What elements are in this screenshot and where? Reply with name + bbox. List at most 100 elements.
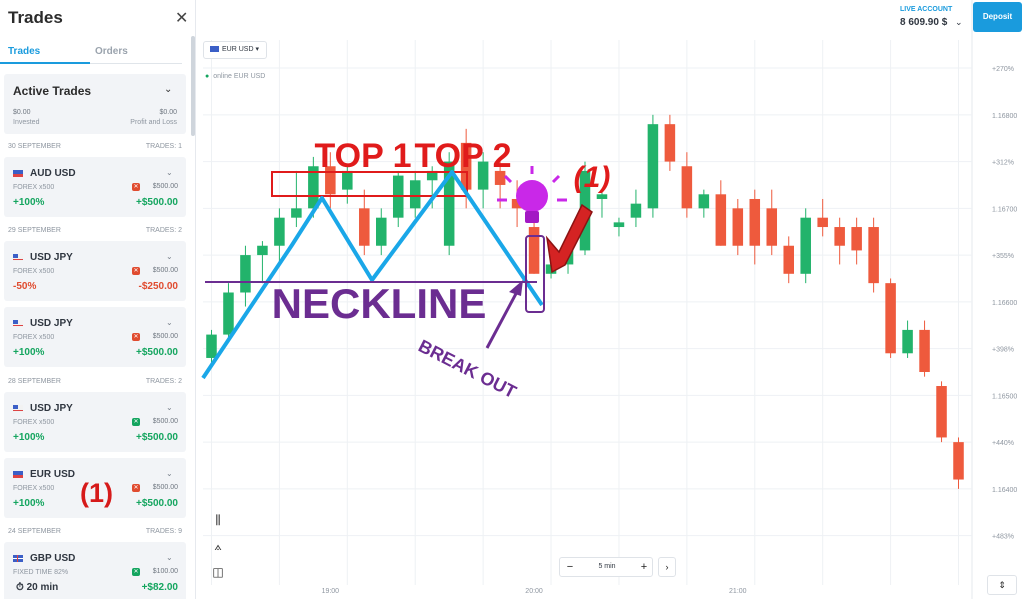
trade-pair: USD JPY — [30, 403, 73, 414]
chart-area[interactable]: +270% 1.16800 +312% 1.16700 +355% 1.16600 +398… — [197, 0, 1024, 599]
trade-percent: +100% — [13, 432, 45, 443]
candle — [477, 152, 489, 209]
annotation-mark-chart: (1) — [574, 161, 611, 194]
gb-us-flag-icon — [13, 555, 23, 562]
trade-type: FOREX x500 — [13, 419, 55, 426]
candle-body — [359, 208, 370, 246]
tab-active-indicator — [0, 62, 90, 64]
candle-body — [511, 198, 523, 209]
active-trades-card[interactable]: Active Trades ⌄ $0.00 Invested $0.00 Pro… — [4, 74, 186, 134]
price-tick-label: +355% — [992, 253, 1014, 260]
us-jp-flag-icon — [13, 405, 23, 412]
candle — [308, 156, 319, 218]
candle-body — [223, 292, 234, 335]
top1-label: TOP 1 — [314, 137, 411, 175]
candle-body — [409, 180, 421, 209]
chevron-down-icon[interactable]: ⌄ — [166, 252, 173, 261]
candle-body — [715, 194, 727, 246]
candle — [325, 152, 336, 209]
candle-body — [477, 161, 489, 190]
trade-amount: $500.00 — [152, 267, 178, 274]
trade-pair: USD JPY — [30, 252, 73, 263]
section-date: 28 SEPTEMBER — [8, 378, 61, 385]
breakout-arrow-head — [509, 280, 523, 296]
direction-badge: ✕ — [132, 484, 140, 492]
asset-label: EUR USD — [222, 46, 254, 53]
timeframe-value[interactable]: 5 min — [598, 563, 616, 570]
price-chart[interactable]: +270% 1.16800 +312% 1.16700 +355% 1.16600 +398… — [197, 0, 1024, 599]
chevron-down-icon[interactable]: ⌄ — [166, 469, 173, 478]
candle-body — [766, 208, 778, 246]
chevron-down-icon[interactable]: ⌄ — [164, 84, 173, 95]
account-type-label[interactable]: LIVE ACCOUNT — [900, 6, 953, 13]
price-tick-label: +483% — [992, 534, 1014, 541]
trade-percent: +100% — [13, 498, 45, 509]
candle-body — [443, 161, 455, 246]
section-date: 30 SEPTEMBER — [8, 143, 61, 150]
time-axis: 19:00 20:00 21:00 — [322, 588, 747, 595]
candle-body — [376, 217, 387, 246]
candle-body — [240, 255, 251, 293]
section-date: 29 SEPTEMBER — [8, 227, 61, 234]
axis-scale-icon[interactable]: ⇕ — [987, 575, 1017, 595]
trade-type: FOREX x500 — [13, 184, 55, 191]
candle-body — [749, 198, 761, 246]
asset-selector[interactable]: EUR USD ▾ — [203, 41, 267, 59]
chevron-down-icon[interactable]: ⌄ — [166, 403, 173, 412]
candle — [885, 278, 896, 358]
trade-card[interactable]: GBP USD ⌄ FIXED TIME 82% ✕ $100.00 ⏱ 20 … — [4, 542, 186, 599]
candle-body — [783, 245, 794, 274]
candle — [223, 283, 234, 340]
candle-body — [308, 166, 319, 209]
price-tick-label: 1.16500 — [992, 393, 1017, 400]
account-balance[interactable]: 8 609.90 $ — [900, 17, 948, 28]
candle-body — [291, 208, 302, 218]
drawing-compass-icon[interactable]: ⟑ — [214, 539, 222, 553]
trade-card[interactable]: AUD USD ⌄ FOREX x500 ✕ $500.00 +100% +$5… — [4, 157, 186, 217]
candle — [274, 208, 285, 265]
layout-split-icon[interactable]: ◫ — [212, 565, 224, 579]
candles-type-icon[interactable]: ⫼ — [215, 513, 221, 527]
candle — [817, 198, 828, 237]
trade-timer: ⏱ 20 min — [16, 582, 58, 593]
tab-orders[interactable]: Orders — [95, 46, 128, 57]
trade-card[interactable]: USD JPY ⌄ FOREX x500 ✕ $500.00 +100% +$5… — [4, 392, 186, 452]
candle — [392, 170, 404, 228]
chevron-down-icon[interactable]: ⌄ — [955, 17, 963, 27]
close-icon[interactable]: ✕ — [175, 10, 189, 27]
online-dot-icon: ● — [205, 73, 210, 80]
chevron-down-icon[interactable]: ⌄ — [166, 553, 173, 562]
annotation-mark: (1) — [80, 478, 113, 508]
candle-body — [274, 217, 285, 246]
candle — [630, 189, 642, 228]
chevron-down-icon[interactable]: ⌄ — [166, 318, 173, 327]
time-tick-label: 21:00 — [729, 588, 747, 595]
trade-amount: $500.00 — [152, 333, 178, 340]
trade-card[interactable]: USD JPY ⌄ FOREX x500 ✕ $500.00 +100% +$5… — [4, 307, 186, 367]
candle — [681, 152, 693, 218]
us-jp-flag-icon — [13, 320, 23, 327]
neckline-label: NECKLINE — [272, 280, 487, 327]
chevron-down-icon[interactable]: ⌄ — [166, 168, 173, 177]
time-tick-label: 19:00 — [322, 588, 340, 595]
trade-card[interactable]: EUR USD ⌄ FOREX x500 ✕ $500.00 +100% +$5… — [4, 458, 186, 518]
pnl-value: $0.00 — [159, 109, 177, 116]
panel-scrollbar[interactable] — [191, 36, 195, 136]
candle-body — [817, 217, 828, 228]
scroll-right-button[interactable]: › — [658, 557, 676, 577]
tab-trades[interactable]: Trades — [8, 46, 41, 57]
timeframe-plus-button[interactable]: + — [640, 561, 648, 573]
candle — [698, 189, 710, 218]
candle — [359, 189, 370, 256]
trade-percent: -50% — [13, 281, 37, 292]
candle — [800, 208, 811, 284]
trade-card[interactable]: USD JPY ⌄ FOREX x500 ✕ $500.00 -50% -$25… — [4, 241, 186, 301]
candle — [664, 114, 676, 171]
candle — [902, 320, 913, 358]
candle-body — [613, 222, 625, 228]
tab-divider — [0, 63, 182, 64]
au-us-flag-icon — [13, 170, 23, 177]
candle-body — [902, 329, 913, 354]
timeframe-minus-button[interactable]: − — [566, 561, 574, 573]
deposit-button[interactable]: Deposit — [973, 2, 1022, 32]
